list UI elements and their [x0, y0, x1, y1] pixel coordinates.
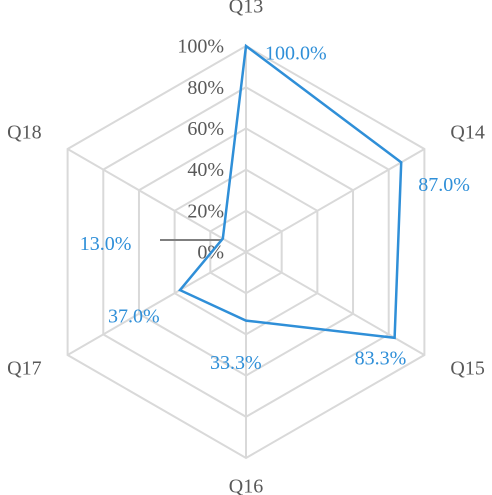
- value-label: 87.0%: [418, 174, 470, 196]
- value-label: 13.0%: [80, 233, 132, 255]
- value-label: 33.3%: [210, 352, 262, 374]
- value-label: 37.0%: [108, 306, 160, 328]
- spoke: [67, 251, 247, 356]
- category-label: Q14: [450, 122, 484, 144]
- category-label: Q18: [7, 122, 41, 144]
- series-line: [177, 43, 403, 340]
- spoke: [245, 148, 425, 253]
- y-tick-label: 40%: [187, 159, 224, 181]
- category-label: Q17: [7, 358, 41, 380]
- y-tick-label: 60%: [187, 118, 224, 140]
- category-label: Q16: [229, 476, 263, 495]
- y-tick-label: 100%: [177, 36, 224, 58]
- y-tick-label: 80%: [187, 77, 224, 99]
- category-label: Q13: [229, 0, 263, 18]
- value-label: 83.3%: [355, 347, 407, 369]
- spoke: [67, 148, 247, 253]
- category-label: Q15: [450, 358, 484, 380]
- y-tick-label: 20%: [187, 200, 224, 222]
- value-label: 100.0%: [265, 43, 327, 65]
